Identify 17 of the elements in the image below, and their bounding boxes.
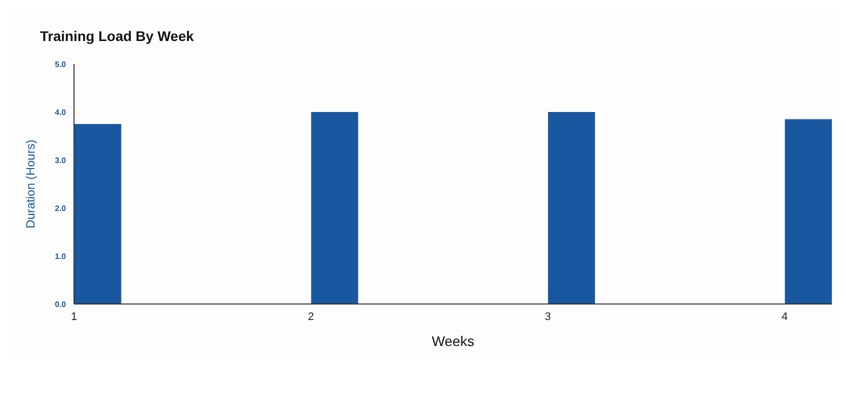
y-tick-label: 1.0 — [54, 252, 67, 261]
x-tick-label: 4 — [782, 310, 788, 323]
y-tick-label: 5.0 — [54, 60, 67, 69]
bar — [311, 112, 358, 304]
bar — [548, 112, 595, 304]
chart-title: Training Load By Week — [39, 27, 195, 46]
bar — [784, 119, 832, 304]
bar — [74, 124, 122, 304]
x-tick-label: 2 — [308, 310, 314, 323]
y-tick-label: 4.0 — [54, 108, 67, 117]
y-tick-label: 2.0 — [54, 204, 67, 213]
y-axis-title: Duration (Hours) — [23, 140, 38, 228]
x-tick-label: 3 — [544, 310, 551, 323]
y-tick-label: 3.0 — [54, 156, 67, 165]
x-axis-title: Weeks — [432, 333, 474, 349]
x-tick-label: 1 — [70, 310, 78, 323]
y-tick-label: 0.0 — [54, 300, 67, 309]
